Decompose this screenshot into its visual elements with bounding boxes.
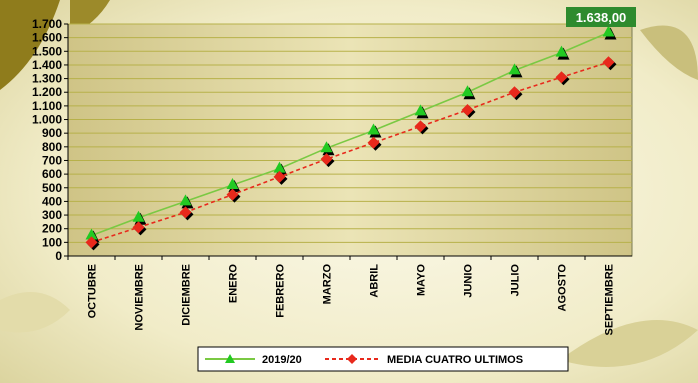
olive-leaf-decoration xyxy=(0,0,60,90)
data-point-series-2 xyxy=(461,103,474,116)
y-tick-label: 500 xyxy=(42,181,62,195)
y-tick-label: 1.100 xyxy=(32,99,62,113)
y-tick-label: 1.600 xyxy=(32,31,62,45)
callout-box xyxy=(566,7,636,27)
olive-leaf-decoration xyxy=(640,25,698,80)
x-tick-label: MAYO xyxy=(416,264,428,296)
data-point-series-1 xyxy=(602,25,615,37)
data-point-series-2 xyxy=(179,206,192,219)
series-line-2 xyxy=(91,61,609,244)
x-tick-label: JULIO xyxy=(510,264,522,297)
y-tick-label: 1.300 xyxy=(32,72,62,86)
y-tick-label: 1.700 xyxy=(32,17,62,31)
data-point-series-1 xyxy=(179,194,192,206)
data-point-series-1 xyxy=(273,161,286,173)
x-tick-label: SEPTIEMBRE xyxy=(604,264,616,336)
legend-marker-series-1 xyxy=(225,354,235,363)
value-callout: 1.638,00 xyxy=(566,7,636,27)
x-axis: OCTUBRE NOVIEMBRE DICIEMBRE ENERO FEBRERO MAR… xyxy=(67,255,632,336)
gridlines xyxy=(68,23,632,243)
y-tick-label: 400 xyxy=(42,194,62,208)
legend-marker-series-2 xyxy=(347,354,357,364)
legend: 2019/20 MEDIA CUATRO ULTIMOS xyxy=(197,346,569,372)
y-tick-label: 200 xyxy=(42,222,62,236)
data-point-series-2 xyxy=(602,56,615,69)
y-tick-label: 1.400 xyxy=(32,58,62,72)
data-point-series-1 xyxy=(461,85,474,97)
data-point-series-1 xyxy=(132,210,145,222)
olive-leaf-decoration xyxy=(0,292,70,333)
series-line-1 xyxy=(91,31,609,237)
olive-leaf-decoration xyxy=(560,320,698,367)
x-tick-label: MARZO xyxy=(322,264,334,305)
legend-label-series-2: MEDIA CUATRO ULTIMOS xyxy=(387,354,523,366)
x-tick-label: AGOSTO xyxy=(557,264,569,312)
data-point-series-1 xyxy=(320,141,333,153)
data-point-series-1 xyxy=(414,104,427,116)
legend-label-series-1: 2019/20 xyxy=(262,354,302,366)
x-tick-label: OCTUBRE xyxy=(87,264,99,318)
data-point-series-1 xyxy=(555,45,568,57)
y-tick-label: 0 xyxy=(55,249,62,263)
data-point-series-2 xyxy=(555,71,568,84)
y-tick-label: 1.000 xyxy=(32,113,62,127)
y-axis: 01002003004005006007008009001.0001.1001.… xyxy=(32,17,69,263)
data-point-series-2 xyxy=(414,120,427,133)
x-tick-label: DICIEMBRE xyxy=(181,264,193,326)
y-tick-label: 1.200 xyxy=(32,85,62,99)
x-tick-label: JUNIO xyxy=(463,264,475,298)
data-point-series-2 xyxy=(85,236,98,249)
data-point-series-2 xyxy=(226,188,239,201)
y-tick-label: 100 xyxy=(42,235,62,249)
data-point-series-2 xyxy=(508,86,521,99)
y-tick-label: 600 xyxy=(42,167,62,181)
legend-box xyxy=(197,346,569,372)
data-point-series-1 xyxy=(226,178,239,190)
y-tick-label: 300 xyxy=(42,208,62,222)
data-point-series-1 xyxy=(85,228,98,240)
callout-label: 1.638,00 xyxy=(576,10,627,25)
data-point-series-2 xyxy=(273,170,286,183)
y-tick-label: 900 xyxy=(42,126,62,140)
x-tick-label: NOVIEMBRE xyxy=(134,264,146,331)
series xyxy=(85,25,617,251)
data-point-series-1 xyxy=(508,63,521,75)
data-point-series-2 xyxy=(132,221,145,234)
data-point-series-2 xyxy=(320,153,333,166)
x-tick-label: ABRIL xyxy=(369,264,381,298)
data-point-series-2 xyxy=(367,136,380,149)
y-tick-label: 1.500 xyxy=(32,44,62,58)
y-tick-label: 800 xyxy=(42,140,62,154)
data-point-series-1 xyxy=(367,123,380,135)
x-tick-label: FEBRERO xyxy=(275,264,287,318)
x-tick-label: ENERO xyxy=(228,264,240,304)
y-tick-label: 700 xyxy=(42,153,62,167)
